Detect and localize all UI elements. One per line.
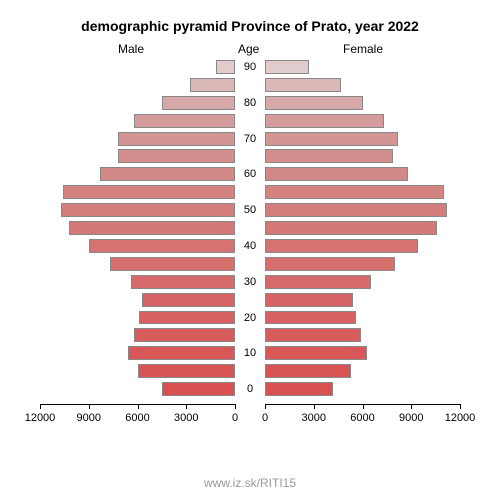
female-bar	[265, 257, 395, 271]
male-bar	[89, 239, 235, 253]
age-label: 80	[235, 97, 265, 109]
pyramid-plot-area: 0102030405060708090030006000900012000030…	[40, 60, 460, 440]
female-bar	[265, 149, 393, 163]
male-bar	[162, 96, 235, 110]
male-bar	[216, 60, 236, 74]
x-tick-label: 3000	[168, 412, 204, 424]
age-label: 30	[235, 276, 265, 288]
female-bar	[265, 382, 333, 396]
male-bar	[61, 203, 235, 217]
male-bar	[118, 132, 235, 146]
age-label: 60	[235, 168, 265, 180]
female-bar	[265, 132, 398, 146]
female-bar	[265, 167, 408, 181]
male-bar	[118, 149, 235, 163]
chart-title: demographic pyramid Province of Prato, y…	[0, 18, 500, 34]
male-bar	[100, 167, 235, 181]
male-bar	[110, 257, 235, 271]
male-bar	[131, 275, 235, 289]
female-bar	[265, 364, 351, 378]
male-bar	[69, 221, 235, 235]
male-bar	[134, 114, 235, 128]
female-bar	[265, 114, 384, 128]
female-bar	[265, 78, 341, 92]
female-bar	[265, 275, 371, 289]
x-tick	[265, 404, 266, 409]
x-tick	[186, 404, 187, 409]
x-tick-label: 9000	[71, 412, 107, 424]
age-label: 70	[235, 133, 265, 145]
female-bar	[265, 346, 367, 360]
male-bar	[138, 364, 236, 378]
column-label-female: Female	[343, 42, 383, 56]
female-bar	[265, 311, 356, 325]
x-tick-label: 6000	[120, 412, 156, 424]
female-bar	[265, 185, 444, 199]
male-bar	[139, 311, 235, 325]
female-bar	[265, 203, 447, 217]
female-bar	[265, 96, 363, 110]
x-tick	[363, 404, 364, 409]
x-tick	[40, 404, 41, 409]
x-tick	[89, 404, 90, 409]
x-tick-label: 9000	[393, 412, 429, 424]
male-bar	[134, 328, 235, 342]
age-label: 90	[235, 61, 265, 73]
male-bar	[63, 185, 235, 199]
credit-text: www.iz.sk/RITI15	[0, 476, 500, 490]
x-tick	[411, 404, 412, 409]
age-label: 20	[235, 312, 265, 324]
x-tick	[460, 404, 461, 409]
x-tick	[235, 404, 236, 409]
x-tick-label: 12000	[22, 412, 58, 424]
x-tick	[314, 404, 315, 409]
female-bar	[265, 293, 353, 307]
age-label: 40	[235, 240, 265, 252]
age-label: 50	[235, 204, 265, 216]
age-label: 10	[235, 347, 265, 359]
column-label-age: Age	[238, 42, 259, 56]
x-tick-label: 12000	[442, 412, 478, 424]
male-bar	[190, 78, 236, 92]
female-bar	[265, 239, 418, 253]
age-label: 0	[235, 383, 265, 395]
female-bar	[265, 221, 437, 235]
female-bar	[265, 328, 361, 342]
x-tick-label: 3000	[296, 412, 332, 424]
chart-container: demographic pyramid Province of Prato, y…	[0, 0, 500, 500]
x-tick	[138, 404, 139, 409]
female-bar	[265, 60, 309, 74]
male-bar	[128, 346, 235, 360]
male-bar	[142, 293, 235, 307]
x-tick-label: 6000	[345, 412, 381, 424]
column-label-male: Male	[118, 42, 144, 56]
x-tick-label: 0	[247, 412, 283, 424]
male-bar	[162, 382, 235, 396]
